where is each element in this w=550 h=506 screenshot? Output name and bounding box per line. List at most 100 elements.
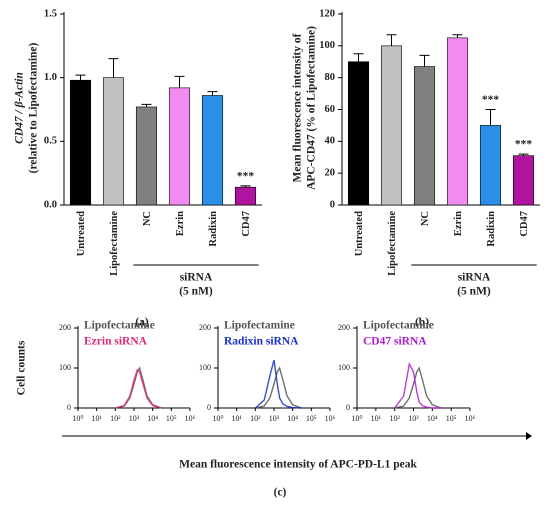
bar bbox=[512, 155, 535, 206]
error-bar bbox=[240, 185, 251, 188]
bar bbox=[135, 106, 158, 206]
error-bar bbox=[174, 75, 185, 88]
error-bar bbox=[75, 74, 86, 81]
x-tick-label: 10⁴ bbox=[147, 414, 158, 423]
y-tick-label: 200 bbox=[59, 323, 71, 332]
histogram-line bbox=[394, 366, 442, 409]
y-tick-label: 100 bbox=[319, 40, 335, 51]
error-bar bbox=[108, 58, 119, 78]
y-tick-label: 100 bbox=[338, 363, 350, 372]
y-tick-label: 100 bbox=[59, 363, 71, 372]
histogram-line bbox=[394, 361, 442, 409]
bar bbox=[479, 125, 502, 206]
bar bbox=[201, 95, 224, 206]
x-tick-label: Ezrin bbox=[175, 211, 186, 236]
x-tick-label: 10⁰ bbox=[212, 414, 223, 423]
x-tick-label: Ezrin bbox=[453, 211, 464, 236]
y-axis-label: Cell counts bbox=[16, 340, 28, 395]
y-tick-label: 200 bbox=[199, 323, 211, 332]
x-tick-label: 10⁴ bbox=[427, 414, 438, 423]
x-tick-label: 10⁴ bbox=[287, 414, 298, 423]
x-tick-label: 10³ bbox=[129, 414, 140, 423]
panel-label: (b) bbox=[415, 317, 429, 329]
y-tick-label: 40 bbox=[325, 136, 336, 147]
y-tick-label: 100 bbox=[199, 363, 211, 372]
x-tick-label: 10⁰ bbox=[351, 414, 362, 423]
legend-label: Ezrin siRNA bbox=[84, 336, 148, 348]
group-label: (5 nM) bbox=[457, 286, 491, 298]
x-tick-label: 10⁰ bbox=[72, 414, 83, 423]
x-tick-label: 10¹ bbox=[231, 414, 242, 423]
error-bar bbox=[353, 53, 364, 62]
x-tick-label: 10¹ bbox=[371, 414, 382, 423]
histogram-line bbox=[115, 368, 162, 409]
bar bbox=[168, 87, 191, 206]
y-tick-label: 0.0 bbox=[44, 199, 57, 210]
bar bbox=[380, 45, 403, 206]
bar bbox=[69, 79, 92, 206]
legend-label: Lipofectamine bbox=[224, 320, 295, 332]
annotation: *** bbox=[237, 171, 255, 183]
y-tick-label: 0.5 bbox=[44, 136, 57, 147]
error-bar bbox=[485, 109, 496, 126]
x-tick-label: Lipofectamine bbox=[109, 211, 120, 276]
bar bbox=[234, 186, 257, 206]
error-bar bbox=[518, 153, 529, 156]
y-tick-label: 20 bbox=[325, 168, 336, 179]
x-tick-label: 10² bbox=[110, 414, 121, 423]
bar bbox=[347, 61, 370, 206]
x-tick-label: 10³ bbox=[269, 414, 280, 423]
legend-label: Lipofectamine bbox=[363, 320, 434, 332]
error-bar bbox=[207, 91, 218, 96]
bar bbox=[102, 77, 125, 206]
y-tick-label: 0 bbox=[346, 403, 350, 412]
y-tick-label: 80 bbox=[325, 72, 336, 83]
x-tick-label: Radixin bbox=[208, 211, 219, 247]
y-tick-label: 1.0 bbox=[44, 72, 57, 83]
x-tick-label: 10⁶ bbox=[465, 414, 476, 423]
x-tick-label: 10⁶ bbox=[185, 414, 196, 423]
x-tick-label: Lipofectamine bbox=[387, 211, 398, 276]
x-tick-label: NC bbox=[420, 211, 431, 226]
x-tick-label: 10⁵ bbox=[446, 414, 457, 423]
x-tick-label: 10² bbox=[250, 414, 261, 423]
annotation: *** bbox=[515, 139, 533, 151]
y-axis-label: CD47 / β-Actin bbox=[14, 72, 26, 144]
y-tick-label: 0 bbox=[330, 199, 335, 210]
group-label: siRNA bbox=[180, 272, 213, 284]
arrow-head bbox=[526, 432, 532, 440]
error-bar bbox=[452, 34, 463, 38]
panel-label: (c) bbox=[274, 487, 287, 499]
x-tick-label: CD47 bbox=[519, 211, 530, 237]
y-tick-label: 120 bbox=[319, 8, 335, 19]
histogram-line bbox=[255, 366, 302, 409]
bar bbox=[413, 66, 436, 206]
histogram-line bbox=[115, 366, 162, 409]
y-tick-label: 1.5 bbox=[44, 8, 57, 19]
legend-label: Lipofectamine bbox=[84, 320, 155, 332]
x-tick-label: 10³ bbox=[408, 414, 419, 423]
group-label: siRNA bbox=[458, 272, 491, 284]
histogram-line bbox=[254, 359, 302, 409]
x-tick-label: 10¹ bbox=[91, 414, 102, 423]
y-axis-label: APC-CD47 (% of Lipofectamine) bbox=[306, 26, 318, 190]
x-tick-label: Untreated bbox=[354, 211, 365, 256]
x-tick-label: 10⁵ bbox=[306, 414, 317, 423]
y-axis-label: (relative to Lipofectamine) bbox=[28, 42, 40, 173]
y-tick-label: 0 bbox=[67, 403, 71, 412]
y-tick-label: 200 bbox=[338, 323, 350, 332]
bar bbox=[446, 37, 469, 206]
x-tick-label: 10⁵ bbox=[166, 414, 177, 423]
x-tick-label: 10⁶ bbox=[325, 414, 336, 423]
x-tick-label: NC bbox=[142, 211, 153, 226]
error-bar bbox=[386, 34, 397, 46]
y-tick-label: 60 bbox=[325, 104, 336, 115]
panel-label: (a) bbox=[135, 317, 149, 329]
legend-label: CD47 siRNA bbox=[363, 336, 427, 348]
error-bar bbox=[141, 103, 152, 107]
x-tick-label: 10² bbox=[389, 414, 400, 423]
x-tick-label: CD47 bbox=[241, 211, 252, 237]
group-label: (5 nM) bbox=[179, 286, 213, 298]
error-bar bbox=[419, 54, 430, 67]
x-tick-label: Untreated bbox=[76, 211, 87, 256]
